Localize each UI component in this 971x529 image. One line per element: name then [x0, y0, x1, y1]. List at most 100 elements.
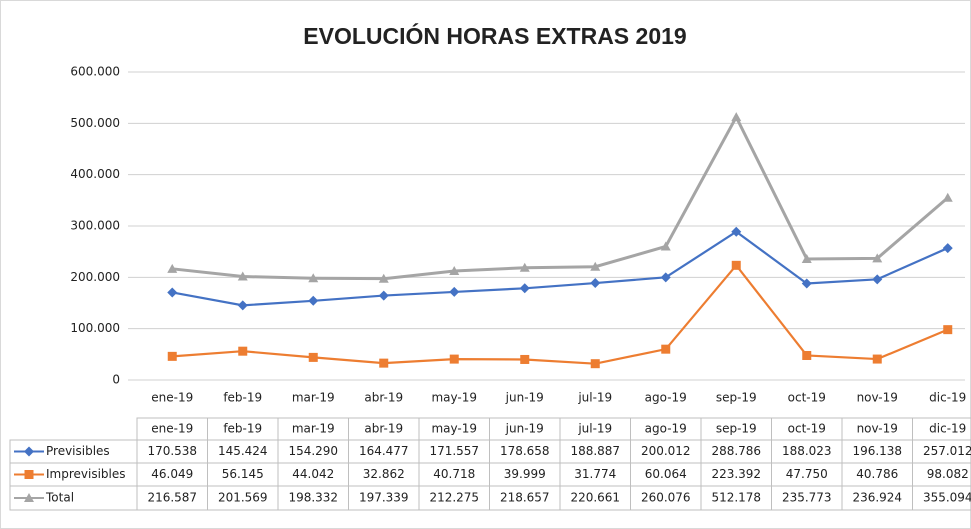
point: [590, 261, 601, 271]
x-tick-label: dic-19: [929, 391, 966, 405]
point: [802, 350, 812, 360]
table-header: feb-19: [223, 422, 262, 436]
table-header: nov-19: [857, 422, 898, 436]
table-value: 212.275: [429, 491, 479, 505]
point: [872, 274, 883, 285]
table-row: [9, 485, 971, 511]
point: [379, 358, 389, 368]
point: [519, 262, 530, 272]
x-tick-label: mar-19: [292, 391, 335, 405]
point: [872, 253, 883, 263]
y-tick-label: 0: [112, 373, 120, 387]
point: [167, 351, 177, 361]
table-value: 164.477: [359, 444, 409, 458]
point: [167, 263, 178, 273]
table-value: 236.924: [852, 491, 902, 505]
point: [872, 354, 882, 364]
point: [238, 346, 248, 356]
table-value: 196.138: [852, 444, 902, 458]
legend-marker: [24, 470, 34, 479]
point: [943, 325, 953, 335]
x-tick-label: sep-19: [716, 391, 757, 405]
y-tick-label: 300.000: [70, 219, 120, 233]
table-value: 31.774: [574, 467, 616, 481]
point: [942, 243, 953, 254]
table-header: abr-19: [364, 422, 403, 436]
legend-label: Previsibles: [46, 444, 110, 458]
point: [661, 344, 671, 354]
legend-marker: [24, 493, 34, 502]
table-value: 44.042: [292, 467, 334, 481]
table-value: 39.999: [504, 467, 546, 481]
legend-label: Imprevisibles: [46, 467, 126, 481]
y-tick-label: 600.000: [70, 65, 120, 79]
table-value: 40.718: [433, 467, 475, 481]
point: [449, 354, 459, 364]
table-value: 145.424: [218, 444, 268, 458]
table-header: dic-19: [929, 422, 966, 436]
table-value: 188.023: [782, 444, 832, 458]
x-tick-label: abr-19: [364, 391, 403, 405]
table-value: 46.049: [151, 467, 193, 481]
table-value: 218.657: [500, 491, 550, 505]
x-tick-label: jun-19: [505, 391, 544, 405]
table-value: 197.339: [359, 491, 409, 505]
table-value: 98.082: [927, 467, 969, 481]
table-value: 216.587: [147, 491, 197, 505]
series-line: [172, 230, 949, 307]
table-value: 512.178: [711, 491, 761, 505]
table-header: mar-19: [292, 422, 335, 436]
point: [519, 283, 530, 294]
x-tick-label: ago-19: [645, 391, 687, 405]
table-value: 178.658: [500, 444, 550, 458]
x-tick-label: may-19: [431, 391, 477, 405]
table-value: 60.064: [645, 467, 687, 481]
table-header: ene-19: [151, 422, 193, 436]
x-tick-label: nov-19: [857, 391, 898, 405]
table-value: 32.862: [363, 467, 405, 481]
table-value: 154.290: [288, 444, 338, 458]
table-value: 260.076: [641, 491, 691, 505]
x-tick-label: oct-19: [788, 391, 826, 405]
table-value: 170.538: [147, 444, 197, 458]
point: [660, 241, 671, 251]
table-value: 288.786: [711, 444, 761, 458]
point: [801, 278, 812, 289]
point: [308, 352, 318, 362]
y-tick-label: 400.000: [70, 167, 120, 181]
point: [520, 354, 530, 364]
x-tick-label: feb-19: [223, 391, 262, 405]
table-header: ago-19: [645, 422, 687, 436]
table-header: sep-19: [716, 422, 757, 436]
point: [237, 300, 248, 311]
table-header: oct-19: [788, 422, 826, 436]
point: [308, 273, 319, 283]
y-tick-label: 200.000: [70, 270, 120, 284]
table-header: jun-19: [505, 422, 544, 436]
point: [731, 112, 742, 122]
table-value: 198.332: [288, 491, 338, 505]
table-value: 220.661: [570, 491, 620, 505]
point: [237, 271, 248, 281]
legend-marker: [24, 446, 34, 457]
table-value: 223.392: [711, 467, 761, 481]
table-value: 355.094: [923, 491, 971, 505]
point: [801, 253, 812, 263]
table-value: 40.786: [856, 467, 898, 481]
point: [308, 295, 319, 306]
x-tick-label: jul-19: [577, 391, 612, 405]
y-tick-label: 500.000: [70, 116, 120, 130]
point: [449, 286, 460, 297]
point: [942, 192, 953, 202]
point: [590, 359, 600, 369]
point: [660, 272, 671, 283]
point: [378, 273, 389, 283]
chart-title: EVOLUCIÓN HORAS EXTRAS 2019: [303, 22, 686, 49]
point: [731, 226, 742, 237]
x-tick-label: ene-19: [151, 391, 193, 405]
point: [449, 266, 460, 276]
table-value: 171.557: [429, 444, 479, 458]
y-tick-label: 100.000: [70, 321, 120, 335]
